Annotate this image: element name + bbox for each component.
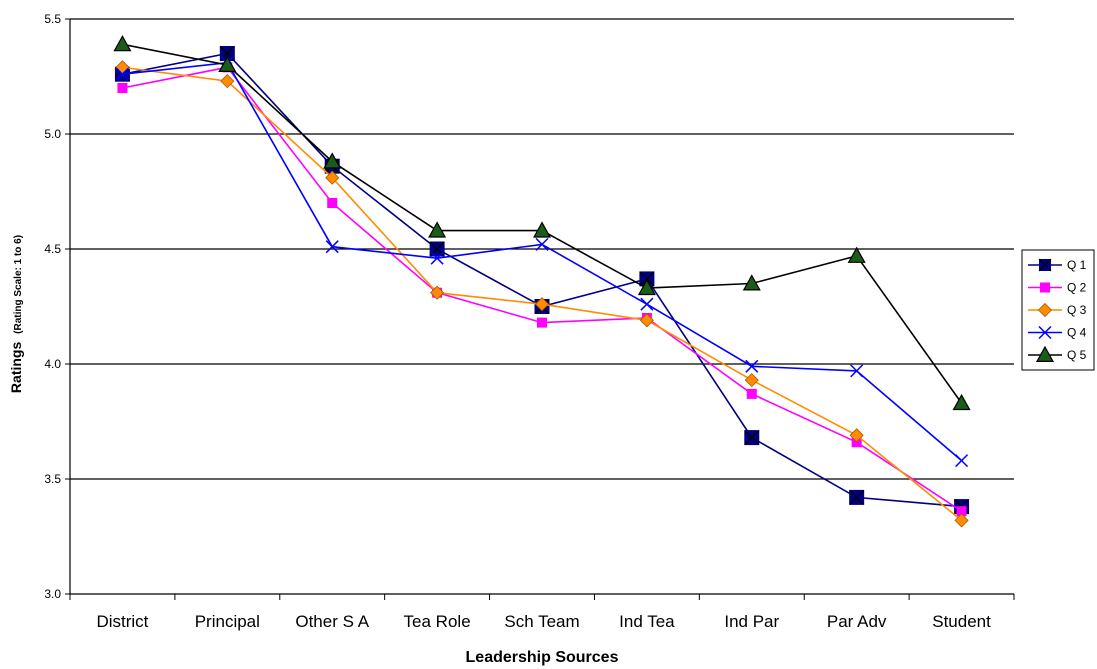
data-point [537,317,547,328]
legend-marker [1038,258,1052,272]
data-point [117,83,128,93]
legend-label: Q 4 [1067,326,1087,340]
legend-label: Q 3 [1067,303,1087,317]
legend-item: Q 2 [1028,281,1087,295]
legend-marker [1035,345,1055,362]
y-axis-title-main: Ratings [8,342,24,394]
series-4 [115,56,969,468]
series-1 [114,46,970,515]
x-tick-label: Ind Par [724,612,779,631]
data-point [639,313,654,328]
data-point [640,297,654,311]
gridlines [70,18,1014,480]
x-tick-label: Sch Team [504,612,579,631]
y-axis-title-sub: (Rating Scale: 1 to 6) [13,235,24,334]
data-point [745,359,759,373]
x-tick-label: Ind Tea [619,612,675,631]
data-point [220,74,235,89]
data-point [746,388,757,399]
data-point [218,55,237,73]
legend-label: Q 5 [1067,348,1087,362]
data-point [744,430,760,446]
x-tick-label: District [96,612,148,631]
series-5 [113,35,971,411]
legend: Q 1 Q 2 Q 3 Q 4 Q 5 [1021,249,1095,371]
y-tick-label: 5.5 [44,12,61,26]
legend-item: Q 5 [1028,345,1087,362]
data-point [430,285,445,300]
data-point [850,364,864,378]
data-point [113,35,132,52]
data-point [430,251,444,265]
data-point [115,67,129,81]
data-point [325,170,340,185]
x-axis-title: Leadership Sources [466,649,619,666]
data-point [849,428,864,443]
data-point [849,489,865,505]
data-point [325,240,339,254]
x-tick-label: Other S A [295,612,369,631]
data-point [954,513,969,528]
axes: 3.0 3.5 4.0 4.5 5.0 5.5 District Principal Other… [44,12,1015,631]
data-point [956,506,967,517]
y-tick-label: 5.0 [44,127,61,141]
legend-item: Q 4 [1028,326,1087,340]
legend-label: Q 1 [1067,258,1087,272]
series-line [122,66,963,522]
legend-item: Q 3 [1028,302,1087,318]
data-point [744,373,759,388]
legend-marker [1038,325,1052,340]
data-point [952,393,971,411]
data-point [327,198,338,208]
x-tick-label: Par Adv [827,612,887,631]
data-point [534,297,550,312]
legend-label: Q 2 [1067,281,1087,295]
data-point [323,152,342,169]
y-tick-label: 4.5 [44,242,61,256]
y-tick-label: 4.0 [44,357,61,371]
data-point [847,246,866,263]
legend-marker [1040,282,1050,293]
data-point [742,274,761,291]
y-tick-label: 3.0 [44,587,61,601]
data-point [955,454,969,468]
y-tick-label: 3.5 [44,472,61,486]
data-point [535,237,549,251]
x-tick-label: Tea Role [404,612,471,631]
data-point [637,278,656,296]
data-point [219,46,235,61]
x-tick-label: Student [932,612,991,631]
series-2 [117,62,967,517]
data-point [532,221,552,238]
series-3 [115,60,969,528]
data-point [428,221,447,238]
legend-marker [1037,302,1053,318]
series-line [122,52,962,508]
axis-labels: Leadership Sources Ratings (Rating Scale… [8,235,619,666]
legend-item: Q 1 [1028,258,1087,272]
y-axis-title: Ratings (Rating Scale: 1 to 6) [8,235,24,393]
x-tick-label: Principal [195,612,260,631]
series-lines [113,35,971,528]
